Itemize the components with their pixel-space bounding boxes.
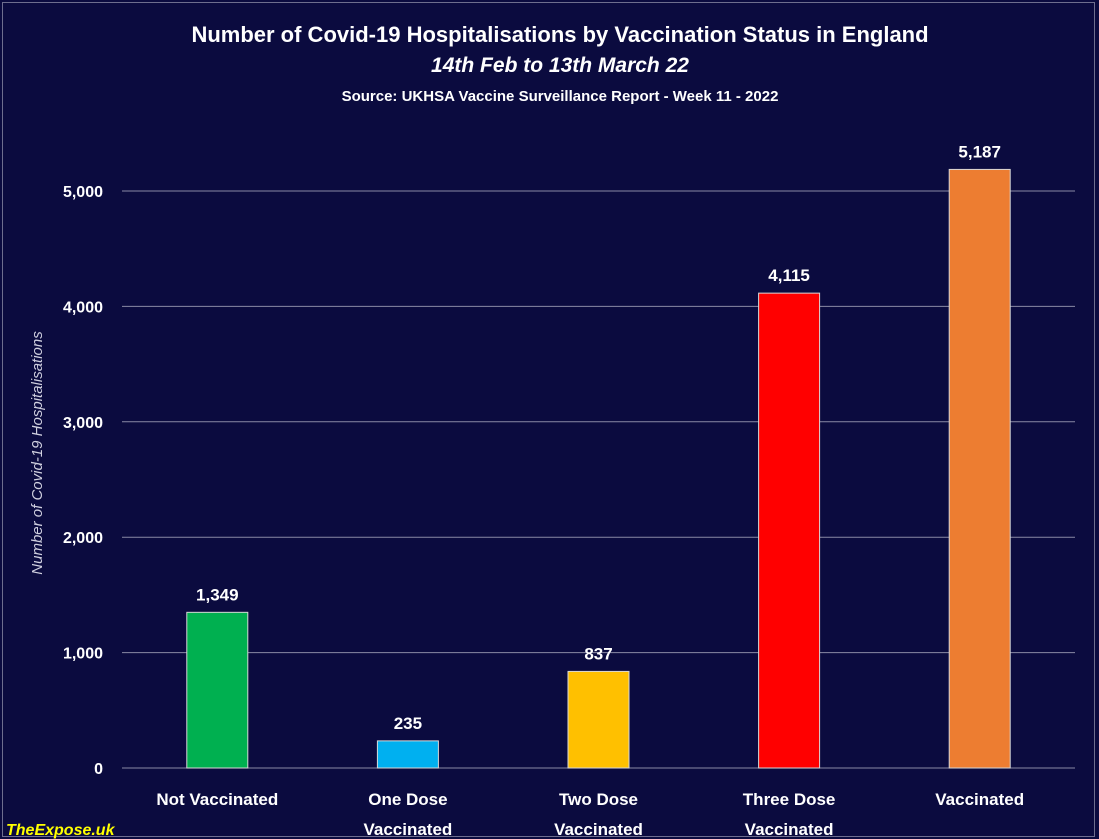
x-tick-label: Not Vaccinated (156, 790, 278, 809)
bar (567, 670, 630, 769)
x-tick-label: Vaccinated (554, 820, 643, 839)
x-tick-label: Two Dose (559, 790, 638, 809)
bar (186, 611, 249, 769)
y-tick-label: 5,000 (63, 184, 103, 201)
x-tick-label: Three Dose (743, 790, 836, 809)
gridlines (122, 190, 1075, 769)
y-tick-label: 1,000 (63, 646, 103, 663)
data-label: 235 (394, 714, 422, 733)
data-label: 4,115 (768, 266, 810, 285)
data-labels: 1,349 235 837 4,115 5,187 (196, 142, 1001, 732)
x-tick-label: Vaccinated (363, 820, 452, 839)
data-label: 837 (584, 644, 612, 663)
y-tick-label: 0 (94, 761, 103, 778)
y-tick-label: 2,000 (63, 530, 103, 547)
x-tick-label: Vaccinated (935, 790, 1024, 809)
x-tick-label: Vaccinated (745, 820, 834, 839)
chart-subtitle: 14th Feb to 13th March 22 (431, 54, 689, 77)
x-axis-ticks: Not Vaccinated One Dose Vaccinated Two Dose… (156, 790, 1024, 839)
bar (758, 292, 821, 769)
data-label: 5,187 (958, 142, 1001, 161)
data-label: 1,349 (196, 585, 239, 604)
bar (948, 168, 1011, 769)
bar (376, 740, 439, 769)
chart-source: Source: UKHSA Vaccine Surveillance Repor… (342, 88, 779, 105)
y-tick-label: 4,000 (63, 299, 103, 316)
bars (186, 168, 1011, 769)
y-axis-ticks: 0 1,000 2,000 3,000 4,000 5,000 (63, 184, 103, 778)
watermark: TheExpose.uk (6, 822, 116, 839)
y-tick-label: 3,000 (63, 415, 103, 432)
chart-title: Number of Covid-19 Hospitalisations by V… (191, 22, 928, 47)
x-tick-label: One Dose (368, 790, 447, 809)
y-axis-label: Number of Covid-19 Hospitalisations (29, 331, 46, 575)
